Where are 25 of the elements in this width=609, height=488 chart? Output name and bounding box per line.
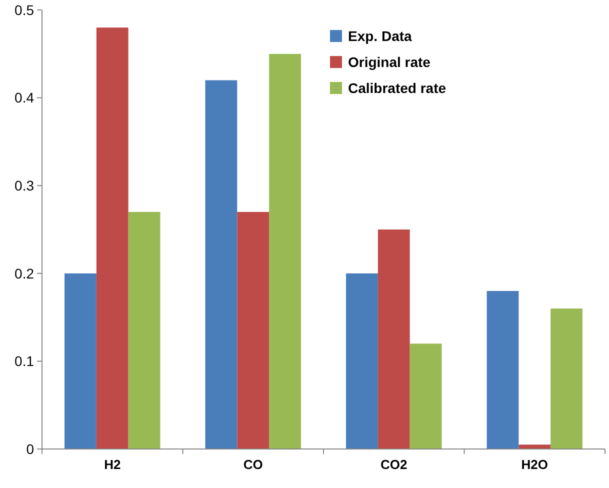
bar [410, 344, 442, 449]
y-tick-label: 0.2 [14, 265, 34, 282]
bar [346, 273, 378, 449]
bar [205, 80, 238, 449]
x-tick-label: CO [243, 457, 263, 472]
bar [64, 273, 96, 449]
bar [486, 290, 519, 449]
y-tick-label: 0.3 [14, 178, 34, 194]
legend-label: Exp. Data [348, 28, 412, 44]
y-tick-label: 0.4 [14, 90, 34, 106]
bar [518, 444, 551, 449]
legend-label: Calibrated rate [348, 80, 446, 96]
bar [96, 28, 128, 449]
x-tick-label: H2O [521, 457, 548, 472]
y-tick-label: 0 [26, 440, 34, 457]
y-tick-label: 0.5 [14, 2, 34, 18]
bar [550, 308, 582, 449]
bar [378, 230, 410, 449]
bar [128, 212, 160, 449]
legend-label: Original rate [348, 54, 431, 70]
y-tick-label: 0.1 [14, 353, 34, 370]
bar [237, 212, 270, 449]
bar [269, 54, 301, 449]
x-tick-label: CO2 [380, 457, 408, 472]
x-tick-label: H2 [104, 457, 121, 472]
